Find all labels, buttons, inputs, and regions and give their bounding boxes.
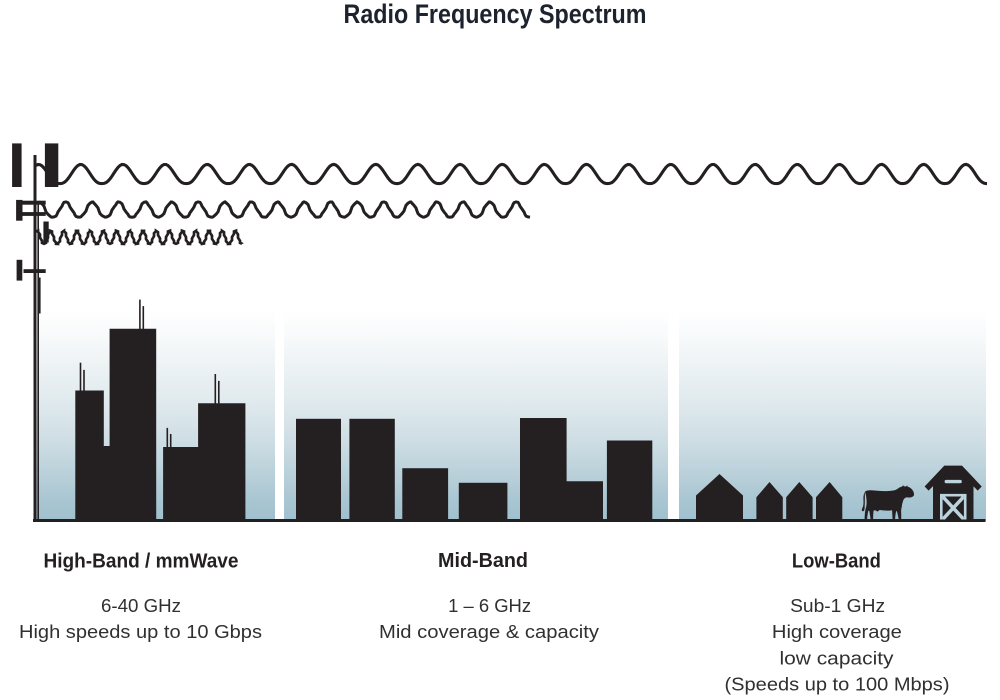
svg-text:(Speeds up to 100 Mbps): (Speeds up to 100 Mbps) [725, 675, 950, 695]
svg-text:High speeds up to 10 Gbps: High speeds up to 10 Gbps [19, 622, 262, 642]
svg-text:High coverage: High coverage [772, 622, 902, 642]
svg-text:low capacity: low capacity [780, 648, 894, 668]
svg-text:Radio Frequency Spectrum: Radio Frequency Spectrum [344, 0, 647, 29]
svg-text:6-40 GHz: 6-40 GHz [101, 596, 181, 616]
svg-text:Mid-Band: Mid-Band [438, 549, 528, 572]
svg-text:Mid coverage & capacity: Mid coverage & capacity [379, 622, 599, 642]
svg-text:Sub-1 GHz: Sub-1 GHz [790, 596, 885, 616]
svg-text:Low-Band: Low-Band [792, 549, 881, 572]
svg-text:High-Band / mmWave: High-Band / mmWave [44, 550, 239, 573]
svg-text:1 – 6 GHz: 1 – 6 GHz [448, 596, 531, 616]
